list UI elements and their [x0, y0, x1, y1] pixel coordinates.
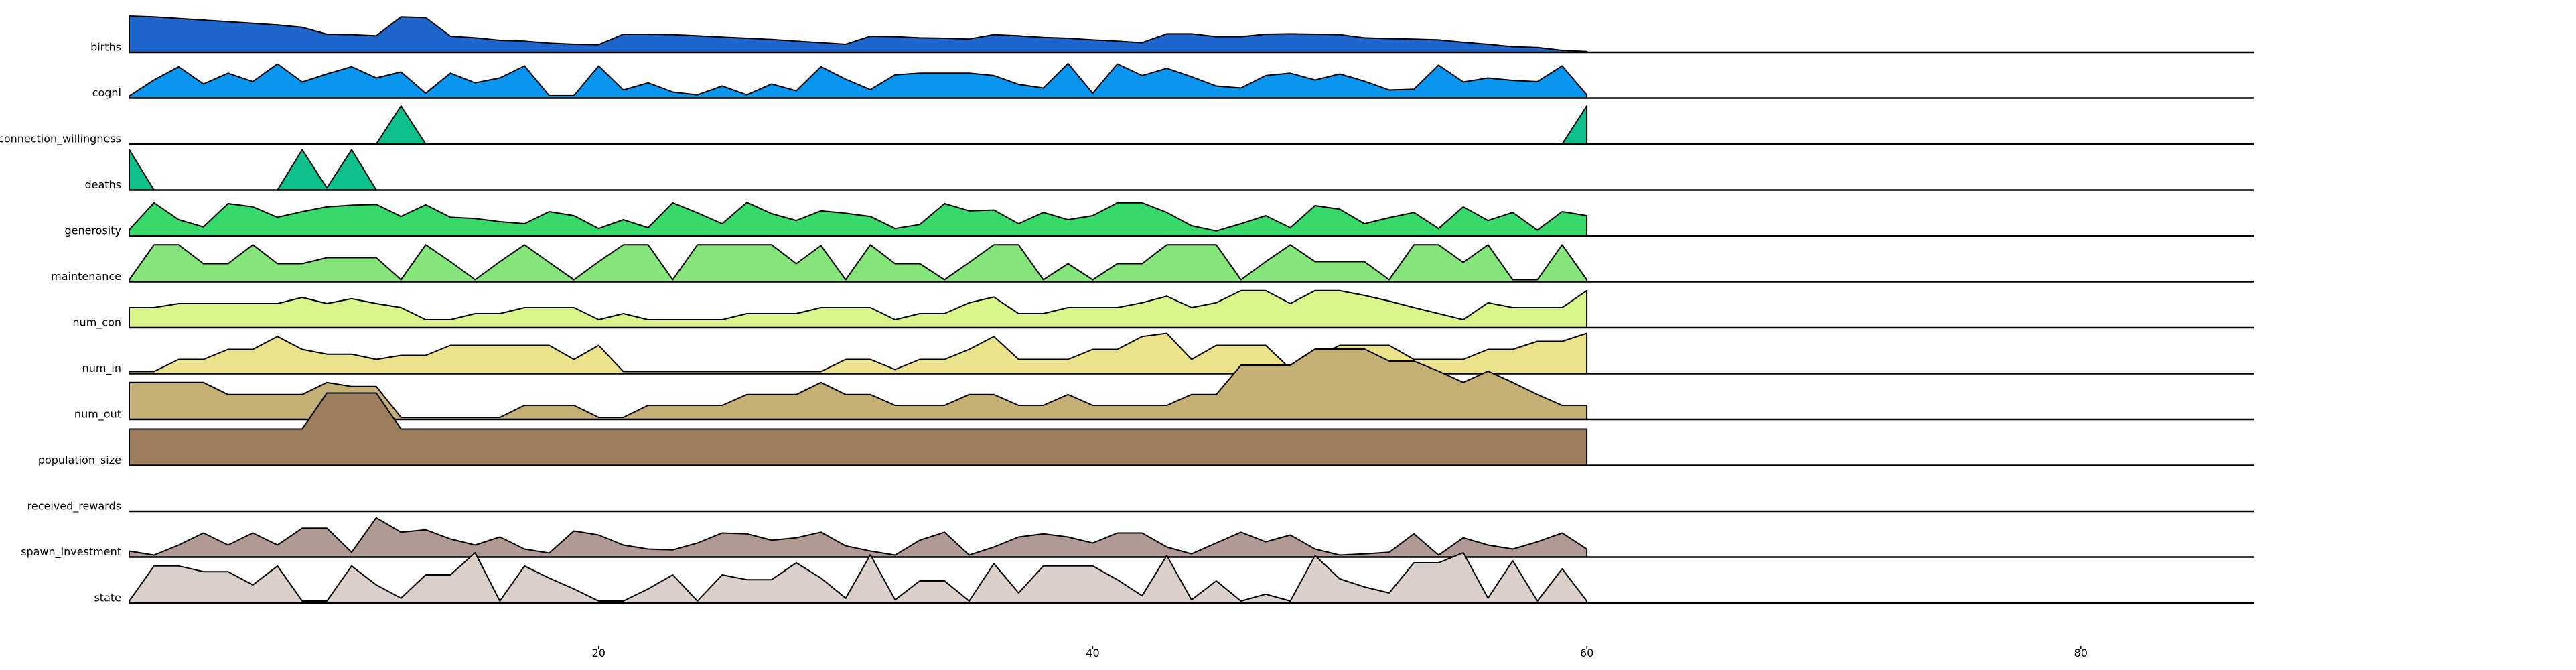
ridge-row-spawn-investment: spawn_investment	[21, 517, 2254, 559]
series-area	[129, 289, 1588, 328]
series-area	[129, 244, 1588, 283]
ridge-row-received-rewards: received_rewards	[27, 499, 2254, 513]
series-area	[129, 105, 1588, 145]
series-area	[129, 332, 1588, 375]
x-tick-label: 20	[592, 647, 605, 659]
series-label: num_con	[72, 316, 121, 329]
series-area	[129, 149, 1588, 191]
series-label: num_out	[74, 407, 121, 421]
series-label: cogni	[92, 86, 121, 99]
series-area	[129, 202, 1588, 237]
x-tick-label: 60	[1580, 647, 1593, 659]
series-label: num_in	[82, 362, 121, 375]
series-label: population_size	[38, 454, 121, 467]
series-label: connection_willingness	[0, 132, 121, 145]
series-label: generosity	[64, 224, 121, 237]
series-area	[129, 392, 1588, 466]
series-area	[129, 348, 1588, 420]
ridge-row-connection-willingness: connection_willingness	[0, 105, 2254, 145]
series-label: spawn_investment	[21, 545, 121, 559]
series-area	[129, 552, 1588, 604]
ridge-row-num-in: num_in	[82, 332, 2254, 375]
x-axis: 20 40 60 80	[592, 646, 2088, 659]
ridge-row-num-con: num_con	[72, 289, 2254, 329]
ridge-row-generosity: generosity	[64, 202, 2254, 237]
ridge-row-state: state	[94, 552, 2254, 604]
series-area	[129, 15, 1588, 53]
ridge-row-population-size: population_size	[38, 392, 2254, 467]
x-tick-label: 80	[2074, 647, 2088, 659]
series-label: received_rewards	[27, 499, 121, 513]
ridge-row-num-out: num_out	[74, 348, 2254, 421]
series-area	[129, 517, 1588, 558]
series-area	[129, 62, 1588, 99]
ridge-row-births: births	[90, 15, 2254, 53]
ridge-row-maintenance: maintenance	[51, 244, 2254, 283]
series-label: maintenance	[51, 270, 121, 283]
series-label: state	[94, 591, 121, 604]
x-tick-label: 40	[1086, 647, 1099, 659]
ridge-row-cogni: cogni	[92, 62, 2254, 99]
ridge-row-deaths: deaths	[84, 149, 2254, 191]
series-label: births	[90, 40, 121, 53]
series-label: deaths	[84, 178, 121, 191]
